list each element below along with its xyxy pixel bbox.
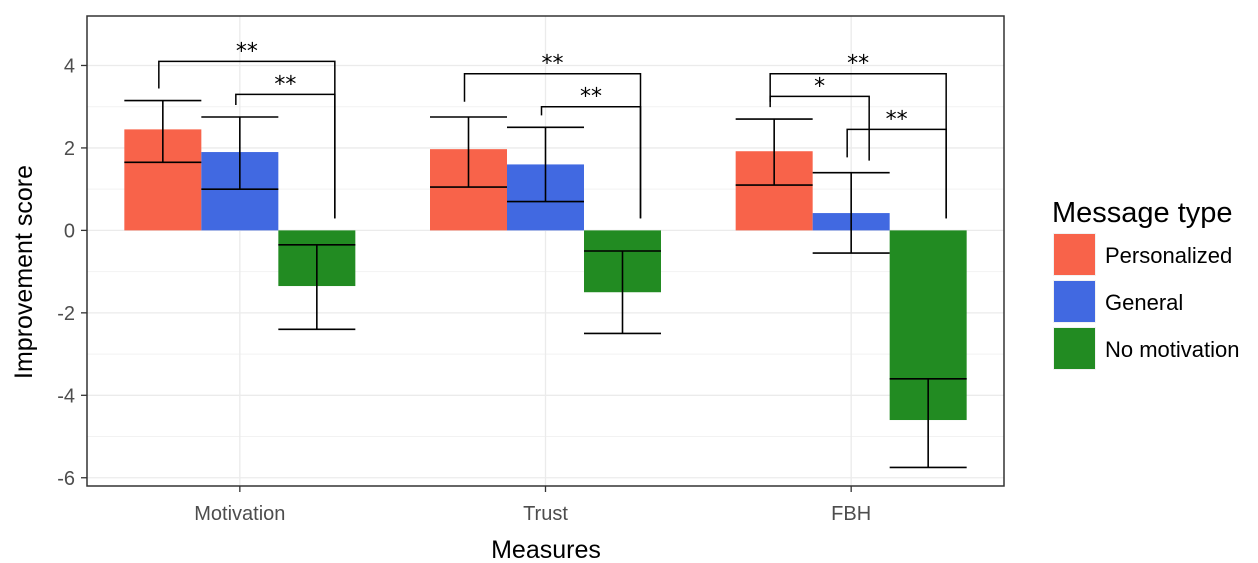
significance-label: **: [886, 107, 908, 132]
y-tick-label: 4: [64, 55, 75, 77]
x-tick-label: Motivation: [194, 503, 285, 525]
legend-swatch: [1054, 281, 1095, 322]
error-bars: [124, 99, 967, 469]
significance-bracket: [769, 95, 870, 161]
significance-label: *: [814, 74, 825, 99]
significance-brackets: *************: [158, 39, 947, 219]
significance-bracket: [235, 93, 336, 219]
legend-label: No motivation: [1105, 337, 1240, 362]
significance-label: **: [847, 52, 869, 77]
y-tick-label: 2: [64, 138, 75, 160]
significance-bracket: [846, 128, 947, 219]
y-tick-label: 0: [64, 220, 75, 242]
significance-label: **: [580, 85, 602, 110]
legend-label: General: [1105, 290, 1183, 315]
legend-swatch: [1054, 328, 1095, 369]
y-axis: -6 -4 -2 0 2 4: [57, 55, 87, 490]
x-axis-title: Measures: [491, 536, 601, 563]
x-tick-label: Trust: [523, 503, 568, 525]
y-tick-label: -4: [57, 385, 75, 407]
significance-label: **: [542, 52, 564, 77]
y-axis-title: Improvement score: [10, 165, 38, 379]
significance-label: **: [274, 72, 296, 97]
x-tick-label: FBH: [831, 503, 871, 525]
legend: Message type Personalized General No motiv…: [1052, 197, 1240, 370]
legend-swatch: [1054, 234, 1095, 275]
significance-label: **: [236, 39, 258, 64]
x-axis: Motivation Trust FBH: [194, 486, 871, 525]
legend-title: Message type: [1052, 197, 1233, 229]
significance-bracket: [540, 105, 642, 219]
legend-label: Personalized: [1105, 243, 1232, 268]
y-tick-label: -6: [57, 468, 75, 490]
y-tick-label: -2: [57, 303, 75, 325]
